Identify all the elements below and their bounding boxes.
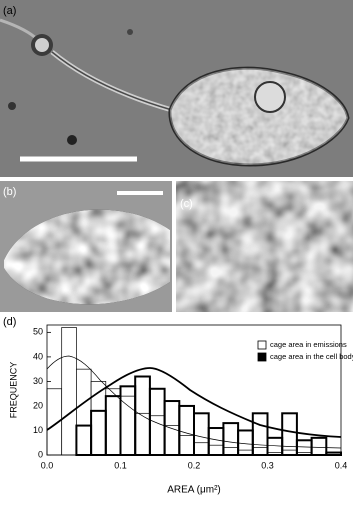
bar xyxy=(178,435,195,456)
y-tick-label: 40 xyxy=(33,351,43,361)
panel-c-image xyxy=(176,181,353,312)
y-tick-label: 0 xyxy=(38,449,43,459)
x-tick-label: 0.0 xyxy=(41,460,54,470)
legend-label: cage area in emissions xyxy=(270,340,347,349)
bar xyxy=(61,327,77,456)
y-tick-label: 50 xyxy=(33,327,43,337)
bar xyxy=(310,436,328,457)
panel-b-image xyxy=(0,181,172,312)
x-tick-label: 0.2 xyxy=(188,460,201,470)
bar xyxy=(193,442,210,456)
legend-label: cage area in the cell body xyxy=(270,352,353,361)
bar xyxy=(120,395,136,456)
panel-label: (b) xyxy=(3,186,16,198)
fit-curve xyxy=(46,355,342,449)
y-axis-label: FREQUENCY xyxy=(8,362,18,419)
bar xyxy=(252,447,268,456)
bar xyxy=(149,415,165,456)
x-axis-label: AREA (μm²) xyxy=(167,485,221,496)
x-tick-label: 0.3 xyxy=(261,460,274,470)
plot-frame xyxy=(46,324,342,456)
bar xyxy=(76,368,92,456)
y-tick-label: 20 xyxy=(33,400,43,410)
bar xyxy=(223,447,239,456)
panel-label: (a) xyxy=(3,5,16,17)
x-tick-label: 0.1 xyxy=(114,460,127,470)
histogram: 0 10 20 30 40 50 0.0 0.1 0.2 0.3 0.4 cage area in e… xyxy=(33,327,353,471)
panel-label: (c) xyxy=(180,198,193,210)
y-tick-label: 30 xyxy=(33,376,43,386)
bar xyxy=(134,412,151,456)
legend-swatch xyxy=(257,352,267,362)
panel-label: (d) xyxy=(3,316,16,328)
bar xyxy=(105,388,121,456)
legend-swatch xyxy=(257,340,267,350)
y-tick-label: 10 xyxy=(33,425,43,435)
fit-curve xyxy=(46,367,342,438)
x-tick-label: 0.4 xyxy=(335,460,348,470)
bar xyxy=(281,412,298,456)
panel-a-image xyxy=(0,0,353,177)
bar xyxy=(208,444,224,456)
